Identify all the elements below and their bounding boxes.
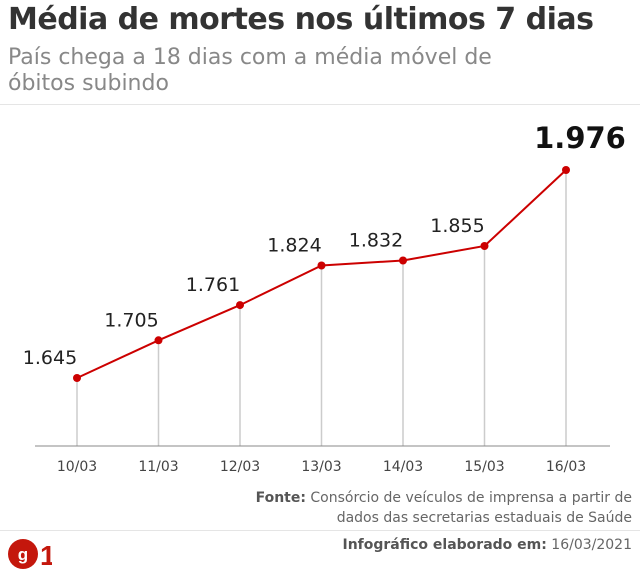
line-chart: 1.645 1.705 1.761 1.824 1.832 1.855 1.976 10/03…	[23, 121, 626, 475]
svg-text:1: 1	[40, 540, 52, 569]
credit-note: Infográfico elaborado em: 16/03/2021	[342, 537, 632, 553]
source-label: Fonte:	[255, 490, 306, 506]
data-point	[317, 261, 326, 270]
credit-label: Infográfico elaborado em:	[342, 537, 547, 553]
data-point	[236, 301, 244, 310]
source-note: Fonte: Consórcio de veículos de imprensa…	[212, 488, 632, 528]
data-point	[154, 336, 163, 345]
data-label: 1.761	[186, 274, 240, 296]
x-tick-label: 15/03	[464, 459, 504, 475]
x-tick-label: 16/03	[546, 459, 586, 475]
data-point	[73, 374, 81, 382]
data-label: 1.855	[430, 215, 484, 237]
data-label: 1.976	[534, 121, 626, 155]
credit-date: 16/03/2021	[551, 537, 632, 553]
x-tick-label: 14/03	[383, 459, 423, 475]
x-tick-label: 10/03	[57, 459, 97, 475]
footer-divider	[0, 530, 640, 531]
data-point	[399, 256, 407, 265]
chart-subtitle: País chega a 18 dias com a média móvel d…	[8, 45, 492, 96]
x-tick-label: 12/03	[220, 459, 260, 475]
chart-title: Média de mortes nos últimos 7 dias	[8, 2, 594, 37]
data-point	[562, 166, 570, 174]
svg-text:g: g	[18, 545, 28, 564]
source-text: Consórcio de veículos de imprensa a part…	[310, 490, 632, 526]
data-label: 1.645	[23, 347, 77, 369]
data-label: 1.824	[267, 235, 321, 257]
g1-logo: g 1	[8, 539, 52, 569]
x-tick-label: 13/03	[301, 459, 341, 475]
data-label: 1.832	[349, 229, 403, 251]
data-point	[480, 242, 489, 250]
x-tick-label: 11/03	[138, 459, 178, 475]
data-label: 1.705	[104, 309, 158, 331]
header-divider	[0, 104, 640, 105]
